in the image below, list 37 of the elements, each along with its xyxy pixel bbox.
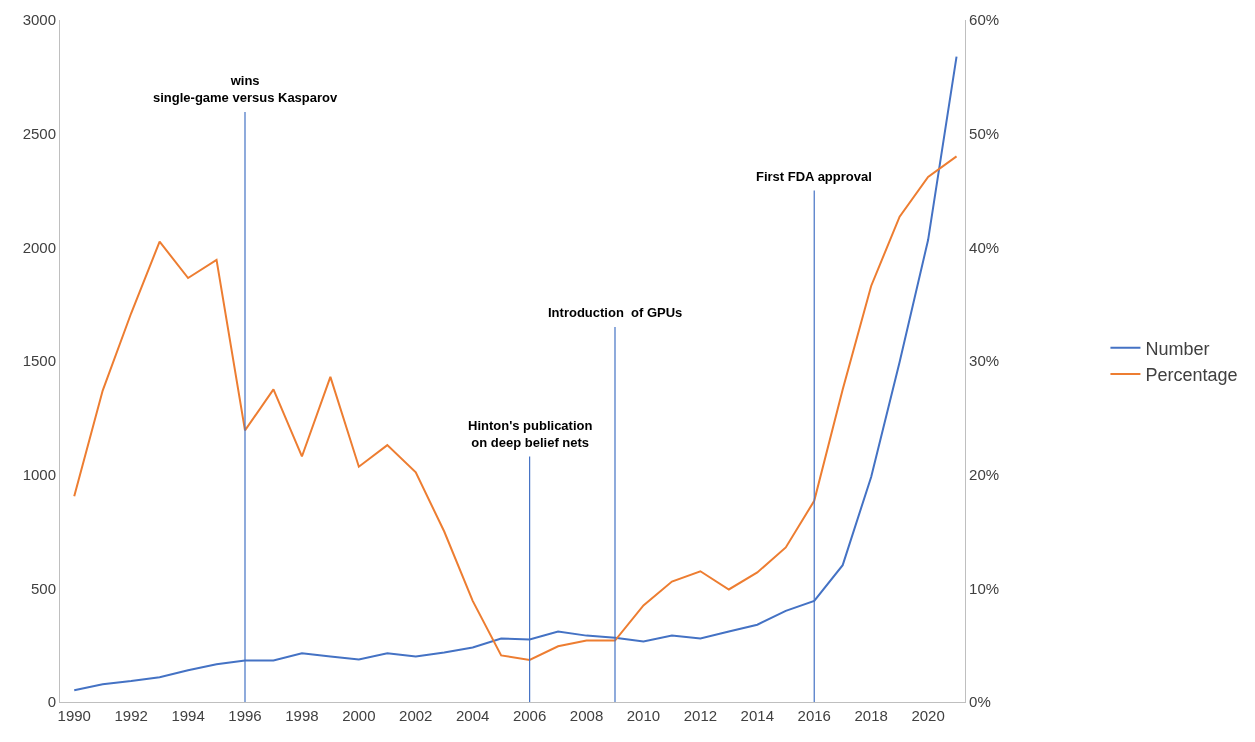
y-tick-label: 1500 <box>22 352 56 370</box>
y2-tick-label: 60% <box>969 11 1000 29</box>
y-tick-label: 500 <box>30 579 56 597</box>
y-tick-label: 2000 <box>22 238 56 256</box>
legend-label: Number <box>1145 338 1210 359</box>
y-tick-label: 0 <box>47 693 56 711</box>
y2-tick-label: 20% <box>969 465 1000 483</box>
x-tick-label: 2006 <box>512 707 547 724</box>
ref-line-label: First FDA approval <box>756 169 872 184</box>
x-tick-label: 1992 <box>114 707 148 724</box>
x-tick-label: 1996 <box>228 707 262 724</box>
ref-line-label: Introduction of GPUs <box>548 305 683 320</box>
ref-line-label: Hinton's publication on deep belief nets <box>468 418 593 450</box>
y2-tick-label: 30% <box>969 352 1000 370</box>
x-tick-label: 2004 <box>456 707 490 724</box>
x-tick-label: 2020 <box>911 707 945 724</box>
y2-tick-label: 0% <box>969 693 991 711</box>
y2-tick-label: 50% <box>969 124 1000 142</box>
y-tick-label: 1000 <box>22 465 56 483</box>
ref-line-label: wins single-game versus Kasparov <box>153 73 339 105</box>
x-tick-label: 2012 <box>683 707 718 724</box>
x-tick-label: 2016 <box>797 707 831 724</box>
x-tick-label: 2000 <box>342 707 376 724</box>
x-tick-label: 2014 <box>740 707 774 724</box>
y2-tick-label: 10% <box>969 579 1000 597</box>
x-tick-label: 2002 <box>399 707 433 724</box>
x-tick-label: 2010 <box>626 707 661 724</box>
y-tick-label: 2500 <box>22 124 56 142</box>
x-tick-label: 1994 <box>171 707 205 724</box>
y2-tick-label: 40% <box>969 238 1000 256</box>
x-tick-label: 1998 <box>285 707 319 724</box>
y-tick-label: 3000 <box>22 11 56 29</box>
line-series <box>73 155 958 661</box>
x-tick-label: 2008 <box>569 707 604 724</box>
x-tick-label: 1990 <box>57 707 91 724</box>
x-tick-label: 2018 <box>854 707 888 724</box>
legend-label: Percentage <box>1145 365 1238 386</box>
